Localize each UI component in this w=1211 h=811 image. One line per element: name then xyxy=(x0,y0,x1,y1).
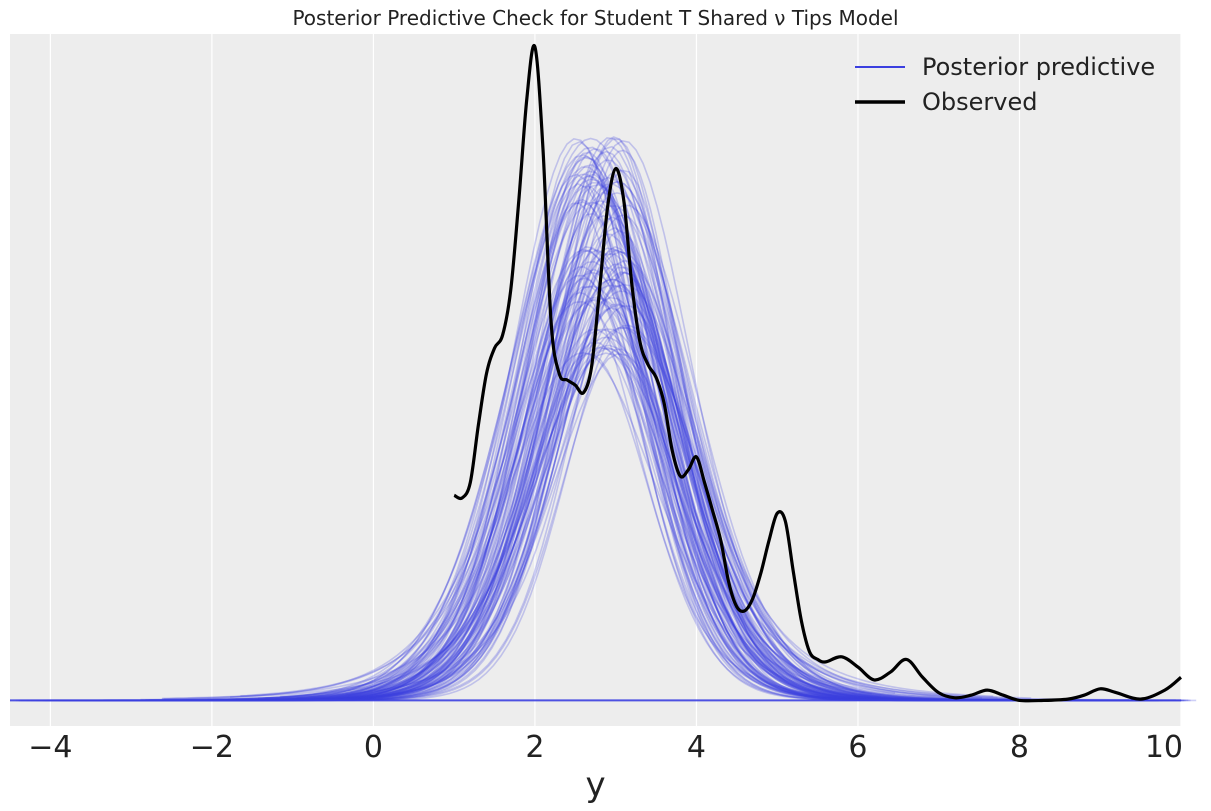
posterior-predictive-line xyxy=(314,277,979,701)
posterior-predictive-line xyxy=(283,149,923,702)
posterior-predictive-line xyxy=(140,271,896,701)
posterior-predictive-line xyxy=(189,204,1029,702)
posterior-predictive-line xyxy=(163,300,1131,701)
posterior-predictive-line xyxy=(260,173,973,702)
posterior-predictive-line xyxy=(265,351,960,701)
posterior-predictive-line xyxy=(206,192,872,702)
posterior-predictive-line xyxy=(275,137,1017,702)
chart-title: Posterior Predictive Check for Student T… xyxy=(292,6,898,30)
posterior-predictive-line xyxy=(103,170,882,701)
posterior-predictive-line xyxy=(347,180,1026,701)
plot-background xyxy=(10,34,1181,726)
observed-line xyxy=(453,43,1183,703)
posterior-predictive-line xyxy=(213,285,921,702)
posterior-predictive-line xyxy=(45,176,1084,702)
grid-lines xyxy=(49,34,1182,726)
x-axis-label: y xyxy=(585,765,605,805)
posterior-predictive-line xyxy=(215,227,1001,702)
posterior-predictive-line xyxy=(284,328,1007,702)
x-axis-ticks: −4 −2 0 2 4 6 8 10 xyxy=(28,730,1183,765)
legend-label-observed: Observed xyxy=(922,88,1037,116)
posterior-predictive-line xyxy=(269,136,959,702)
posterior-predictive-line xyxy=(240,200,998,699)
observed-layer xyxy=(453,43,1183,703)
posterior-predictive-line xyxy=(261,284,892,701)
legend: Posterior predictive Observed xyxy=(855,53,1155,116)
x-tick-label: 2 xyxy=(525,730,544,765)
x-tick-label: 4 xyxy=(687,730,706,765)
posterior-predictive-line xyxy=(209,328,1046,702)
legend-label-posterior-predictive: Posterior predictive xyxy=(922,53,1155,81)
x-tick-label: −4 xyxy=(28,730,72,765)
posterior-predictive-line xyxy=(248,201,926,701)
posterior-predictive-line xyxy=(230,214,994,698)
x-tick-label: 0 xyxy=(364,730,383,765)
posterior-predictive-line xyxy=(212,183,1071,702)
posterior-predictive-line xyxy=(280,138,1130,701)
posterior-predictive-line xyxy=(247,169,896,702)
posterior-predictive-line xyxy=(145,266,1176,701)
posterior-predictive-line xyxy=(323,328,938,702)
posterior-predictive-line xyxy=(280,155,950,701)
posterior-predictive-line xyxy=(279,324,979,702)
posterior-predictive-lines xyxy=(10,136,1197,702)
x-tick-label: 6 xyxy=(848,730,867,765)
posterior-predictive-line xyxy=(296,291,894,700)
posterior-predictive-line xyxy=(162,233,1032,700)
x-tick-label: 10 xyxy=(1145,730,1183,765)
posterior-predictive-line xyxy=(148,178,1004,701)
posterior-predictive-line xyxy=(258,251,983,699)
posterior-predictive-line xyxy=(161,183,1008,700)
x-tick-label: 8 xyxy=(1010,730,1029,765)
x-tick-label: −2 xyxy=(190,730,234,765)
posterior-predictive-line xyxy=(107,175,1036,702)
